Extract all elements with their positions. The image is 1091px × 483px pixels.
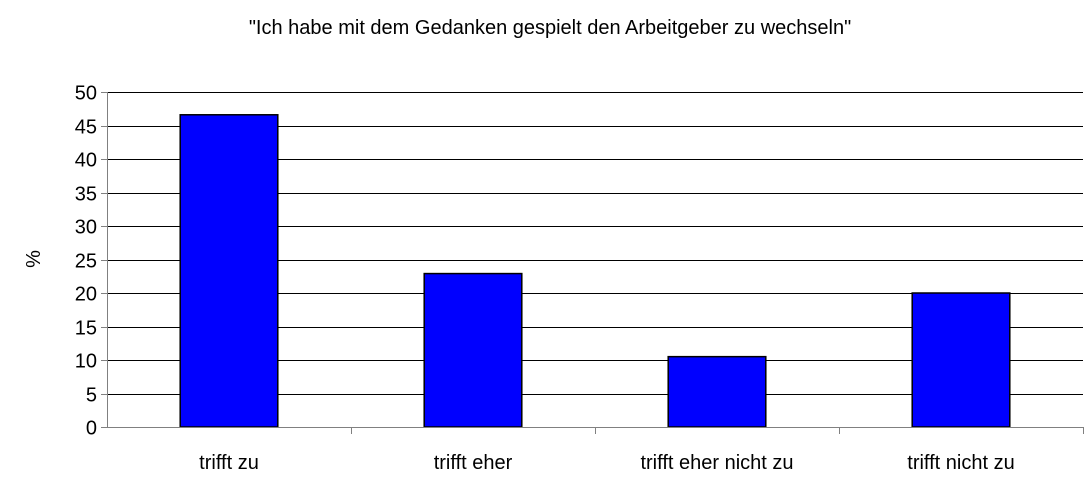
bars <box>179 114 1011 428</box>
x-category-label: trifft eher nicht zu <box>640 452 793 474</box>
chart-title: "Ich habe mit dem Gedanken gespielt den … <box>249 17 851 39</box>
bar-1 <box>179 114 279 428</box>
x-category-labels: trifft zu trifft eher trifft eher nicht zu… <box>199 452 1015 474</box>
bar-2 <box>423 272 523 428</box>
y-tick-label: 20 <box>75 284 97 306</box>
bar-3 <box>667 355 767 428</box>
x-category-label: trifft zu <box>199 452 259 474</box>
y-tick-label: 5 <box>86 385 97 407</box>
axes <box>101 92 1084 434</box>
y-axis-label: % <box>23 250 45 268</box>
y-tick-label: 40 <box>75 150 97 172</box>
y-tick-label: 15 <box>75 318 97 340</box>
y-tick-label: 10 <box>75 351 97 373</box>
y-tick-label: 25 <box>75 251 97 273</box>
x-category-label: trifft nicht zu <box>907 452 1014 474</box>
y-tick-labels: 0 5 10 15 20 25 30 35 40 45 50 <box>75 83 97 440</box>
y-tick-label: 50 <box>75 83 97 105</box>
y-tick-label: 30 <box>75 217 97 239</box>
y-tick-label: 35 <box>75 184 97 206</box>
bar-4 <box>911 292 1011 428</box>
y-tick-label: 45 <box>75 117 97 139</box>
y-tick-label: 0 <box>86 418 97 440</box>
x-category-label: trifft eher <box>434 452 513 474</box>
